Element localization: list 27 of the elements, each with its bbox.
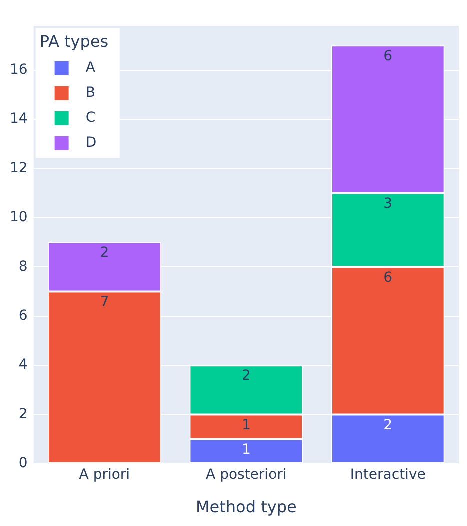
- legend-label: B: [86, 85, 96, 102]
- data-label: 1: [242, 417, 251, 434]
- data-label: 1: [242, 442, 251, 458]
- y-tick-label: 0: [18, 456, 28, 472]
- x-tick-label: Interactive: [350, 467, 426, 484]
- y-tick-label: 14: [10, 111, 28, 128]
- y-tick-label: 8: [18, 258, 28, 275]
- data-label: 6: [384, 270, 393, 286]
- legend-title: PA types: [40, 32, 109, 52]
- y-tick-label: 2: [18, 406, 28, 422]
- legend-label: D: [86, 135, 97, 152]
- y-tick-label: 6: [18, 308, 28, 324]
- legend-label: A: [86, 60, 96, 76]
- x-tick-label: A priori: [79, 467, 130, 484]
- data-label: 2: [242, 368, 251, 384]
- y-tick-label: 4: [18, 357, 28, 374]
- x-tick-label: A posteriori: [206, 467, 287, 484]
- data-label: 7: [100, 294, 110, 310]
- data-label: 6: [384, 48, 393, 64]
- data-label: 2: [384, 417, 393, 434]
- data-label: 3: [384, 196, 393, 212]
- x-axis-title: Method type: [196, 498, 297, 517]
- y-tick-label: 10: [10, 210, 28, 226]
- y-tick-label: 16: [10, 62, 28, 78]
- y-tick-label: 12: [10, 160, 28, 176]
- legend-label: C: [86, 110, 96, 126]
- data-label: 2: [100, 245, 110, 262]
